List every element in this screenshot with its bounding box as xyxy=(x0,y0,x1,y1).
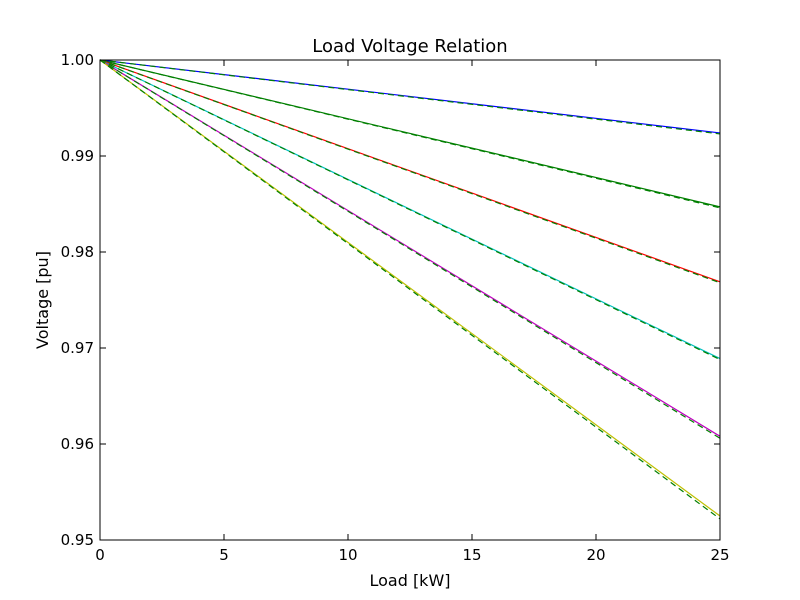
y-tick-label: 0.97 xyxy=(61,339,94,357)
y-tick-label: 1.00 xyxy=(61,51,94,69)
x-tick-label: 15 xyxy=(462,546,481,564)
x-tick-label: 25 xyxy=(710,546,729,564)
series-layer xyxy=(99,59,721,520)
y-tick-label: 0.98 xyxy=(61,243,94,261)
series-line-11 xyxy=(99,59,721,517)
series-line-3 xyxy=(99,59,721,208)
x-tick-label: 5 xyxy=(219,546,229,564)
y-tick-label: 0.95 xyxy=(61,531,94,549)
series-line-4 xyxy=(99,59,721,209)
series-line-12 xyxy=(99,59,721,520)
chart-title: Load Voltage Relation xyxy=(312,36,507,57)
ticks-layer: 0 5 10 15 20 25 0.95 0.96 0.97 0.98 0.99 1.00 xyxy=(61,51,730,564)
y-axis-label: Voltage [pu] xyxy=(33,251,52,349)
y-tick-label: 0.96 xyxy=(61,435,94,453)
series-line-10 xyxy=(99,59,721,439)
x-tick-label: 20 xyxy=(586,546,605,564)
x-tick-label: 0 xyxy=(95,546,105,564)
series-line-5 xyxy=(99,59,721,283)
x-tick-label: 10 xyxy=(338,546,357,564)
series-line-8 xyxy=(99,59,721,361)
plot-frame xyxy=(99,59,721,541)
y-tick-label: 0.99 xyxy=(61,147,94,165)
x-axis-label: Load [kW] xyxy=(369,571,450,590)
series-line-2 xyxy=(99,59,721,135)
